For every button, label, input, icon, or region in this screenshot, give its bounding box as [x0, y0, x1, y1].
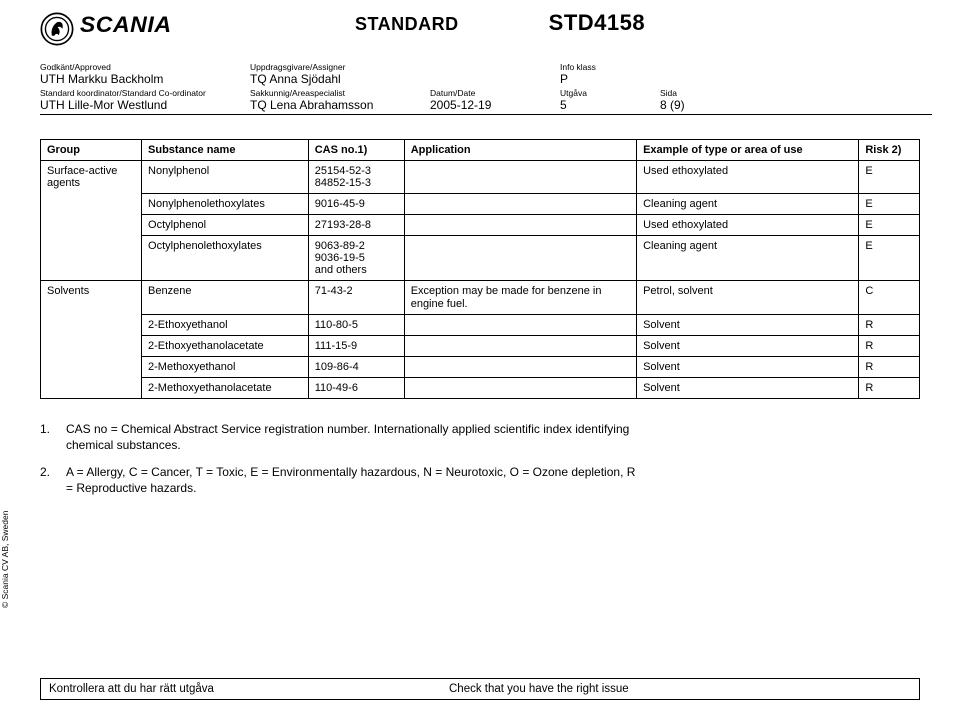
cell-group: Solvents	[41, 281, 142, 399]
cell-risk: C	[859, 281, 920, 315]
cell-example: Cleaning agent	[637, 194, 859, 215]
table-row: Octylphenol27193-28-8 Used ethoxylatedE	[41, 215, 920, 236]
cell-substance: 2-Ethoxyethanolacetate	[142, 336, 309, 357]
cell-group: Surface-active agents	[41, 161, 142, 281]
coord-label: Standard koordinator/Standard Co-ordinat…	[40, 88, 250, 98]
footer-box: Kontrollera att du har rätt utgåva Check…	[40, 678, 920, 700]
footnote-1-text: CAS no = Chemical Abstract Service regis…	[66, 421, 640, 453]
th-application: Application	[404, 140, 636, 161]
th-substance: Substance name	[142, 140, 309, 161]
cell-application	[404, 378, 636, 399]
page-label: Sida	[660, 88, 740, 98]
cell-risk: E	[859, 236, 920, 281]
cell-application	[404, 315, 636, 336]
cell-substance: Octylphenolethoxylates	[142, 236, 309, 281]
assigner-label: Uppdragsgivare/Assigner	[250, 62, 430, 72]
standard-label: STANDARD	[355, 14, 459, 35]
footer-right: Check that you have the right issue	[441, 679, 637, 699]
cell-substance: 2-Methoxyethanolacetate	[142, 378, 309, 399]
cell-application	[404, 357, 636, 378]
cell-cas: 9016-45-9	[308, 194, 404, 215]
cell-example: Solvent	[637, 336, 859, 357]
date-label: Datum/Date	[430, 88, 560, 98]
spec-value: TQ Lena Abrahamsson	[250, 98, 430, 112]
cell-example: Cleaning agent	[637, 236, 859, 281]
copyright-side: © Scania CV AB, Sweden	[0, 511, 10, 608]
approved-value: UTH Markku Backholm	[40, 72, 250, 86]
cell-substance: Nonylphenolethoxylates	[142, 194, 309, 215]
cell-application	[404, 215, 636, 236]
table-row: 2-Methoxyethanolacetate110-49-6 SolventR	[41, 378, 920, 399]
table-row: 2-Methoxyethanol109-86-4 SolventR	[41, 357, 920, 378]
th-group: Group	[41, 140, 142, 161]
cell-substance: Nonylphenol	[142, 161, 309, 194]
cell-risk: R	[859, 378, 920, 399]
th-risk: Risk 2)	[859, 140, 920, 161]
document-title: STANDARD STD4158	[355, 10, 645, 36]
table-row: 2-Ethoxyethanol110-80-5 SolventR	[41, 315, 920, 336]
issue-value: 5	[560, 98, 660, 112]
table-header-row: Group Substance name CAS no.1) Applicati…	[41, 140, 920, 161]
cell-cas: 9063-89-2 9036-19-5 and others	[308, 236, 404, 281]
approved-label: Godkänt/Approved	[40, 62, 250, 72]
substance-table: Group Substance name CAS no.1) Applicati…	[40, 139, 920, 399]
th-example: Example of type or area of use	[637, 140, 859, 161]
footnote-2-num: 2.	[40, 464, 56, 496]
cell-example: Solvent	[637, 357, 859, 378]
footnotes: 1. CAS no = Chemical Abstract Service re…	[40, 421, 640, 496]
cell-cas: 111-15-9	[308, 336, 404, 357]
infoklass-label: Info klass	[560, 62, 660, 72]
cell-application	[404, 336, 636, 357]
th-cas: CAS no.1)	[308, 140, 404, 161]
cell-cas: 110-49-6	[308, 378, 404, 399]
issue-label: Utgåva	[560, 88, 660, 98]
table-row: Octylphenolethoxylates9063-89-2 9036-19-…	[41, 236, 920, 281]
cell-example: Petrol, solvent	[637, 281, 859, 315]
cell-risk: E	[859, 194, 920, 215]
table-row: Nonylphenolethoxylates9016-45-9 Cleaning …	[41, 194, 920, 215]
cell-risk: R	[859, 336, 920, 357]
cell-application: Exception may be made for benzene in eng…	[404, 281, 636, 315]
footnote-1-num: 1.	[40, 421, 56, 453]
cell-risk: R	[859, 357, 920, 378]
cell-substance: Benzene	[142, 281, 309, 315]
footnote-2-text: A = Allergy, C = Cancer, T = Toxic, E = …	[66, 464, 640, 496]
cell-cas: 71-43-2	[308, 281, 404, 315]
cell-example: Solvent	[637, 378, 859, 399]
cell-example: Solvent	[637, 315, 859, 336]
table-row: SolventsBenzene71-43-2Exception may be m…	[41, 281, 920, 315]
spec-label: Sakkunnig/Areaspecialist	[250, 88, 430, 98]
cell-risk: R	[859, 315, 920, 336]
brand-wordmark: SCANIA	[80, 12, 172, 38]
table-row: Surface-active agentsNonylphenol25154-52…	[41, 161, 920, 194]
cell-example: Used ethoxylated	[637, 161, 859, 194]
assigner-value: TQ Anna Sjödahl	[250, 72, 430, 86]
date-value: 2005-12-19	[430, 98, 560, 112]
cell-cas: 110-80-5	[308, 315, 404, 336]
cell-substance: Octylphenol	[142, 215, 309, 236]
cell-application	[404, 161, 636, 194]
cell-example: Used ethoxylated	[637, 215, 859, 236]
scania-griffin-icon	[40, 12, 74, 46]
cell-substance: 2-Ethoxyethanol	[142, 315, 309, 336]
meta-divider	[40, 114, 932, 115]
page-value: 8 (9)	[660, 98, 740, 112]
cell-risk: E	[859, 215, 920, 236]
table-row: 2-Ethoxyethanolacetate111-15-9 SolventR	[41, 336, 920, 357]
document-meta: Godkänt/Approved Uppdragsgivare/Assigner…	[40, 62, 932, 115]
footer-left: Kontrollera att du har rätt utgåva	[41, 679, 441, 699]
cell-cas: 109-86-4	[308, 357, 404, 378]
cell-application	[404, 236, 636, 281]
cell-cas: 25154-52-3 84852-15-3	[308, 161, 404, 194]
cell-application	[404, 194, 636, 215]
cell-substance: 2-Methoxyethanol	[142, 357, 309, 378]
cell-risk: E	[859, 161, 920, 194]
infoklass-value: P	[560, 72, 660, 86]
coord-value: UTH Lille-Mor Westlund	[40, 98, 250, 112]
standard-code: STD4158	[549, 10, 645, 36]
table-body: Surface-active agentsNonylphenol25154-52…	[41, 161, 920, 399]
cell-cas: 27193-28-8	[308, 215, 404, 236]
